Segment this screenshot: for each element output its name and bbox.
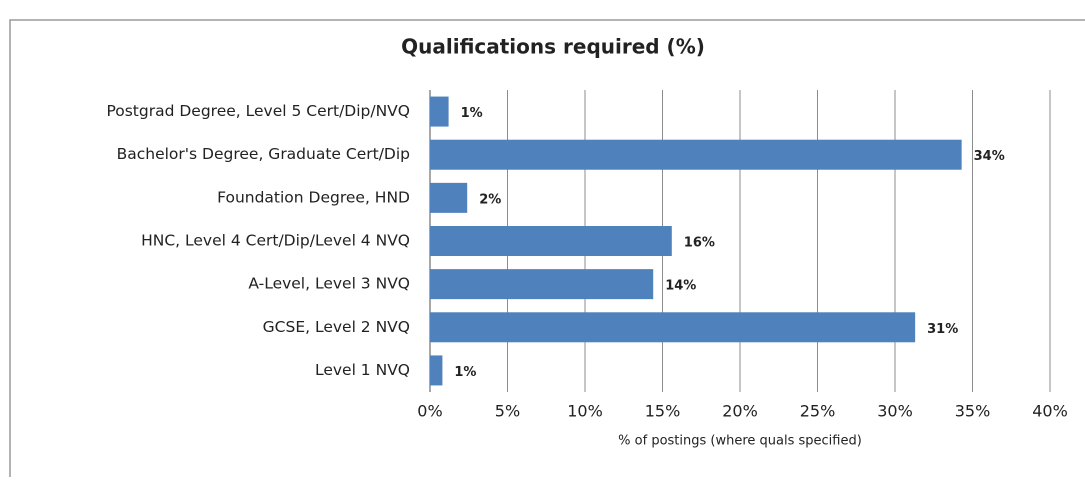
x-tick-label: 15% <box>645 402 681 421</box>
data-label: 31% <box>927 322 958 337</box>
y-tick-label: Foundation Degree, HND <box>217 188 410 206</box>
bar <box>430 269 654 300</box>
x-tick-label: 35% <box>955 402 991 421</box>
data-label: 34% <box>974 149 1005 164</box>
chart-frame <box>9 19 1085 477</box>
bar <box>430 312 916 343</box>
x-tick-label: 40% <box>1032 402 1068 421</box>
data-label: 16% <box>684 236 715 251</box>
y-tick-label: HNC, Level 4 Cert/Dip/Level 4 NVQ <box>141 232 410 250</box>
bar <box>430 139 962 170</box>
y-tick-label: Bachelor's Degree, Graduate Cert/Dip <box>117 145 410 163</box>
chart-title: Qualifications required (%) <box>401 35 705 59</box>
data-label: 14% <box>665 279 696 294</box>
data-label: 1% <box>461 106 483 121</box>
bar <box>430 182 468 213</box>
y-tick-label: GCSE, Level 2 NVQ <box>263 318 410 336</box>
bar <box>430 355 443 386</box>
x-tick-label: 30% <box>877 402 913 421</box>
x-axis-label: % of postings (where quals specified) <box>618 434 862 449</box>
data-label: 1% <box>454 365 476 380</box>
bar <box>430 226 672 256</box>
data-label: 2% <box>479 192 501 207</box>
x-tick-label: 25% <box>800 402 836 421</box>
y-tick-label: Level 1 NVQ <box>315 361 410 379</box>
x-tick-label: 0% <box>417 402 442 421</box>
y-tick-label: A-Level, Level 3 NVQ <box>248 275 410 293</box>
x-tick-label: 5% <box>495 402 520 421</box>
x-tick-label: 20% <box>722 402 758 421</box>
bar <box>430 96 449 127</box>
x-tick-label: 10% <box>567 402 603 421</box>
y-tick-label: Postgrad Degree, Level 5 Cert/Dip/NVQ <box>106 102 410 120</box>
